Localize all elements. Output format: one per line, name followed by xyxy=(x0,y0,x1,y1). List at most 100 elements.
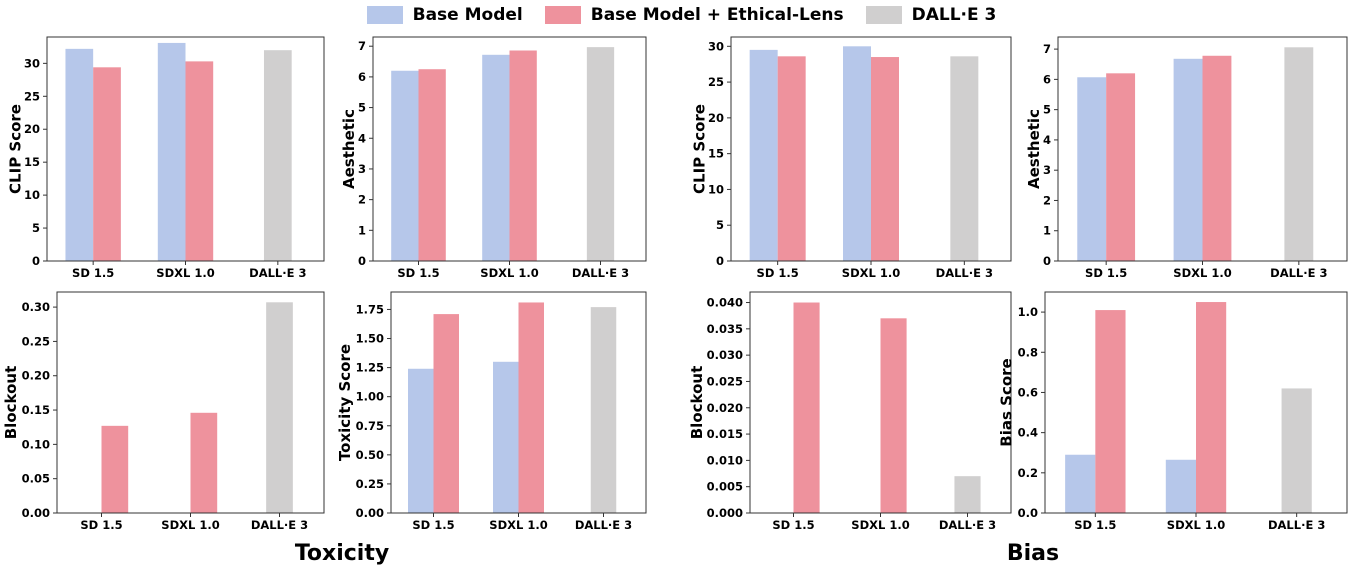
ytick-label-5-1: 0.00 xyxy=(22,506,50,520)
y-axis-label-8: Bias Score xyxy=(997,358,1015,446)
ytick-label-8-4: 0.6 xyxy=(1018,385,1038,399)
ytick-label-7-2: 0.005 xyxy=(707,480,743,494)
bar-6-s2-2 xyxy=(518,302,544,513)
ytick-label-4-8: 7 xyxy=(1043,42,1051,56)
ytick-label-6-7: 1.50 xyxy=(356,332,384,346)
legend-swatch-dalle3 xyxy=(865,6,902,24)
legend: Base Model Base Model + Ethical-Lens DAL… xyxy=(0,2,1363,28)
bar-5-s2-2 xyxy=(190,412,218,513)
group-title-bias: Bias xyxy=(1006,541,1060,566)
xtick-label-7-2: SDXL 1.0 xyxy=(851,518,909,532)
ytick-label-5-3: 0.10 xyxy=(22,437,50,451)
bar-3-s2-1 xyxy=(777,56,806,261)
ytick-label-1-6: 25 xyxy=(24,89,40,103)
ytick-label-5-2: 0.05 xyxy=(22,472,50,486)
ytick-label-1-4: 15 xyxy=(24,155,40,169)
ytick-label-4-5: 4 xyxy=(1043,133,1051,147)
bar-1-s3-3 xyxy=(263,50,292,262)
legend-swatch-ethical-lens xyxy=(544,6,581,24)
ytick-label-4-2: 1 xyxy=(1043,224,1051,238)
xtick-label-8-3: DALL·E 3 xyxy=(1268,518,1325,532)
bar-5-s2-1 xyxy=(101,425,129,513)
bar-8-s1-2 xyxy=(1165,459,1196,513)
ytick-label-1-1: 0 xyxy=(32,254,40,268)
xtick-label-1-3: DALL·E 3 xyxy=(249,266,306,280)
bar-8-s2-1 xyxy=(1095,310,1126,513)
xtick-label-1-1: SD 1.5 xyxy=(72,266,114,280)
ytick-label-4-6: 5 xyxy=(1043,103,1051,117)
ytick-label-4-1: 0 xyxy=(1043,254,1051,268)
bar-1-s2-2 xyxy=(185,61,214,262)
y-axis-label-2: Aesthetic xyxy=(340,109,358,189)
xtick-label-4-2: SDXL 1.0 xyxy=(1173,266,1231,280)
legend-swatch-base-model xyxy=(366,6,403,24)
xtick-label-2-3: DALL·E 3 xyxy=(572,266,629,280)
y-axis-label-3: CLIP Score xyxy=(691,104,709,194)
bar-8-s1-1 xyxy=(1065,454,1096,513)
bar-5-s3-3 xyxy=(266,302,293,513)
bar-7-s2-2 xyxy=(880,318,907,513)
ytick-label-2-8: 7 xyxy=(358,39,366,53)
bar-2-s2-1 xyxy=(418,69,446,261)
ytick-label-3-5: 20 xyxy=(708,111,724,125)
bar-3-s2-2 xyxy=(871,57,899,262)
bar-3-s1-1 xyxy=(749,49,778,261)
ytick-label-8-3: 0.4 xyxy=(1018,426,1038,440)
bar-4-s1-1 xyxy=(1077,77,1107,261)
ytick-label-4-3: 2 xyxy=(1043,193,1051,207)
bar-4-s1-2 xyxy=(1173,58,1203,262)
legend-label-dalle3: DALL·E 3 xyxy=(911,5,997,25)
ytick-label-7-9: 0.040 xyxy=(707,296,743,310)
ytick-label-2-5: 4 xyxy=(358,131,366,145)
legend-label-ethical-lens: Base Model + Ethical-Lens xyxy=(590,5,844,25)
xtick-label-8-1: SD 1.5 xyxy=(1074,518,1116,532)
legend-item-ethical-lens: Base Model + Ethical-Lens xyxy=(544,5,844,25)
ytick-label-1-5: 20 xyxy=(24,122,40,136)
ytick-label-8-2: 0.2 xyxy=(1018,466,1038,480)
bar-8-s2-2 xyxy=(1196,302,1227,513)
ytick-label-2-2: 1 xyxy=(358,223,366,237)
ytick-label-8-1: 0.0 xyxy=(1018,506,1038,520)
xtick-label-3-2: SDXL 1.0 xyxy=(842,266,900,280)
ytick-label-6-6: 1.25 xyxy=(356,361,384,375)
ytick-label-1-2: 5 xyxy=(32,221,40,235)
xtick-label-4-1: SD 1.5 xyxy=(1085,266,1127,280)
bar-8-s3-3 xyxy=(1281,388,1312,513)
ytick-label-5-5: 0.20 xyxy=(22,369,50,383)
bar-6-s3-3 xyxy=(590,307,617,513)
xtick-label-1-2: SDXL 1.0 xyxy=(156,266,214,280)
y-axis-label-4: Aesthetic xyxy=(1025,109,1043,189)
ytick-label-3-7: 30 xyxy=(708,39,724,53)
ytick-label-2-6: 5 xyxy=(358,101,366,115)
ytick-label-6-2: 0.25 xyxy=(356,477,384,491)
bar-2-s3-3 xyxy=(586,47,615,262)
xtick-label-3-3: DALL·E 3 xyxy=(936,266,993,280)
ytick-label-6-5: 1.00 xyxy=(356,390,384,404)
ytick-label-2-7: 6 xyxy=(358,70,366,84)
ytick-label-1-7: 30 xyxy=(24,56,40,70)
ytick-label-7-5: 0.020 xyxy=(707,401,743,415)
xtick-label-7-3: DALL·E 3 xyxy=(939,518,996,532)
xtick-label-6-2: SDXL 1.0 xyxy=(489,518,547,532)
bar-1-s2-1 xyxy=(93,67,121,262)
bar-6-s2-1 xyxy=(433,314,459,513)
ytick-label-2-3: 2 xyxy=(358,193,366,207)
ytick-label-7-3: 0.010 xyxy=(707,453,743,467)
ytick-label-5-7: 0.30 xyxy=(22,300,50,314)
ytick-label-3-3: 10 xyxy=(708,182,724,196)
bar-4-s2-1 xyxy=(1106,73,1136,261)
xtick-label-4-3: DALL·E 3 xyxy=(1270,266,1327,280)
xtick-label-2-1: SD 1.5 xyxy=(397,266,439,280)
bar-3-s1-2 xyxy=(843,46,871,261)
bar-6-s1-2 xyxy=(493,361,519,513)
ytick-label-6-4: 0.75 xyxy=(356,419,384,433)
ytick-label-8-6: 1.0 xyxy=(1018,305,1038,319)
bar-7-s3-3 xyxy=(954,476,981,513)
bar-2-s1-2 xyxy=(482,54,510,262)
xtick-label-2-2: SDXL 1.0 xyxy=(480,266,538,280)
ytick-label-4-7: 6 xyxy=(1043,72,1051,86)
xtick-label-6-1: SD 1.5 xyxy=(412,518,454,532)
ytick-label-3-1: 0 xyxy=(716,254,724,268)
legend-label-base-model: Base Model xyxy=(412,5,523,25)
